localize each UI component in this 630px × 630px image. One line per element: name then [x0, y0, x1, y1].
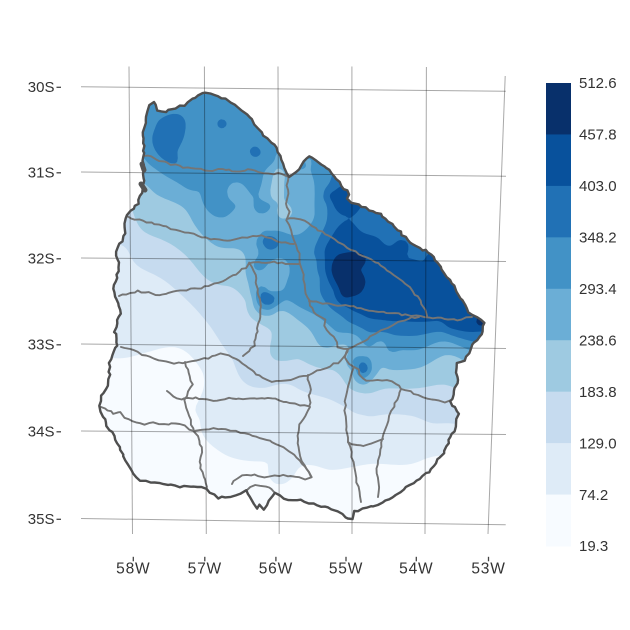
svg-text:403.0: 403.0 [579, 178, 617, 195]
svg-text:30S: 30S [28, 79, 55, 96]
svg-text:56W: 56W [259, 560, 293, 577]
svg-text:33S: 33S [28, 336, 55, 353]
svg-text:512.6: 512.6 [579, 75, 617, 92]
svg-text:457.8: 457.8 [579, 127, 617, 144]
svg-text:57W: 57W [188, 560, 222, 577]
svg-text:348.2: 348.2 [579, 230, 617, 247]
svg-text:35S: 35S [28, 511, 55, 528]
svg-text:74.2: 74.2 [579, 487, 608, 504]
svg-text:53W: 53W [471, 560, 505, 577]
svg-text:19.3: 19.3 [579, 538, 608, 555]
svg-text:31S: 31S [28, 164, 55, 181]
svg-text:58W: 58W [116, 560, 150, 577]
svg-text:238.6: 238.6 [579, 332, 617, 349]
svg-text:54W: 54W [399, 560, 433, 577]
svg-text:183.8: 183.8 [579, 384, 617, 401]
svg-text:129.0: 129.0 [579, 435, 617, 452]
svg-text:293.4: 293.4 [579, 281, 617, 298]
svg-text:55W: 55W [329, 560, 363, 577]
svg-text:34S: 34S [28, 423, 55, 440]
svg-text:32S: 32S [28, 250, 55, 267]
